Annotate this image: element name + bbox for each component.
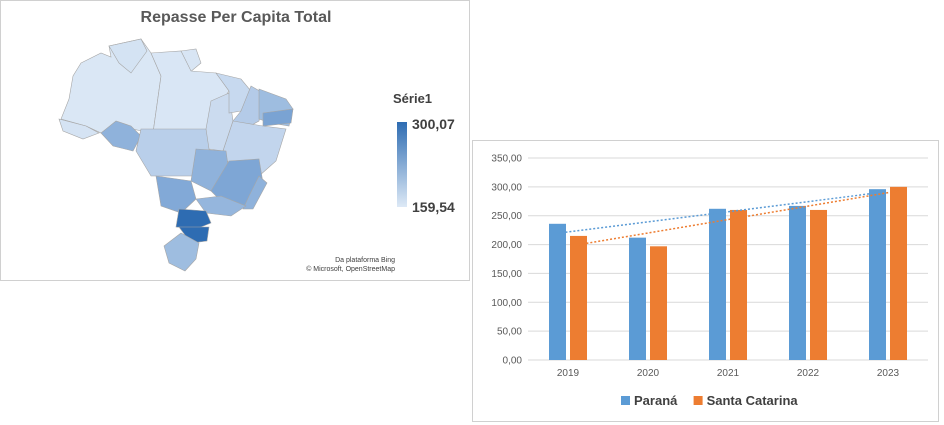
legend-min-label: 159,54	[412, 199, 455, 215]
legend-label: Santa Catarina	[707, 393, 799, 408]
map-credit-osm: © Microsoft, OpenStreetMap	[306, 266, 395, 273]
legend-label: Paraná	[634, 393, 678, 408]
region-mato-grosso-do-sul	[155, 175, 197, 214]
map-title: Repasse Per Capita Total	[140, 9, 332, 26]
bar-chart: 0,00 50,00 100,00 150,00 200,00 250,00 300,00 3…	[491, 154, 928, 408]
y-tick-label: 150,00	[491, 269, 522, 280]
y-tick-label: 300,00	[491, 182, 522, 193]
region-parana	[175, 208, 212, 230]
bar-santa-catarina	[650, 246, 667, 360]
map-panel: Repasse Per Capita Total	[0, 0, 470, 281]
bar-paraná	[629, 237, 646, 360]
x-tick-label: 2022	[797, 368, 820, 379]
y-tick-label: 0,00	[503, 356, 523, 367]
bar-santa-catarina	[810, 209, 827, 360]
y-tick-label: 50,00	[497, 327, 522, 338]
region-rio-grande-do-sul	[163, 232, 200, 272]
legend-color-scale	[397, 122, 407, 207]
bar-paraná	[709, 208, 726, 360]
region-roraima	[108, 38, 148, 74]
bar-paraná	[549, 223, 566, 360]
bar-santa-catarina	[730, 209, 747, 360]
y-tick-label: 350,00	[491, 154, 522, 165]
legend-title: Série1	[393, 91, 433, 106]
trendline-paraná	[557, 192, 878, 235]
region-pernambuco	[262, 108, 294, 127]
y-tick-label: 100,00	[491, 298, 522, 309]
x-tick-label: 2023	[877, 368, 900, 379]
brazil-choropleth-map	[58, 38, 294, 272]
legend-max-label: 300,07	[412, 116, 455, 132]
bar-santa-catarina	[570, 235, 587, 360]
region-rio-espirito-santo	[242, 175, 268, 210]
region-acre	[58, 118, 100, 140]
bar-santa-catarina	[890, 186, 907, 360]
region-amazonas	[60, 38, 162, 134]
map-credit-bing: Da plataforma Bing	[335, 257, 395, 264]
x-tick-label: 2019	[557, 368, 580, 379]
x-tick-label: 2021	[717, 368, 740, 379]
y-tick-label: 200,00	[491, 240, 522, 251]
bar-paraná	[789, 205, 806, 360]
bar-chart-panel: 0,00 50,00 100,00 150,00 200,00 250,00 300,00 3…	[472, 140, 939, 422]
legend-swatch	[621, 396, 630, 405]
x-tick-label: 2020	[637, 368, 660, 379]
y-tick-label: 250,00	[491, 211, 522, 222]
bar-paraná	[869, 189, 886, 360]
legend-swatch	[693, 396, 703, 405]
